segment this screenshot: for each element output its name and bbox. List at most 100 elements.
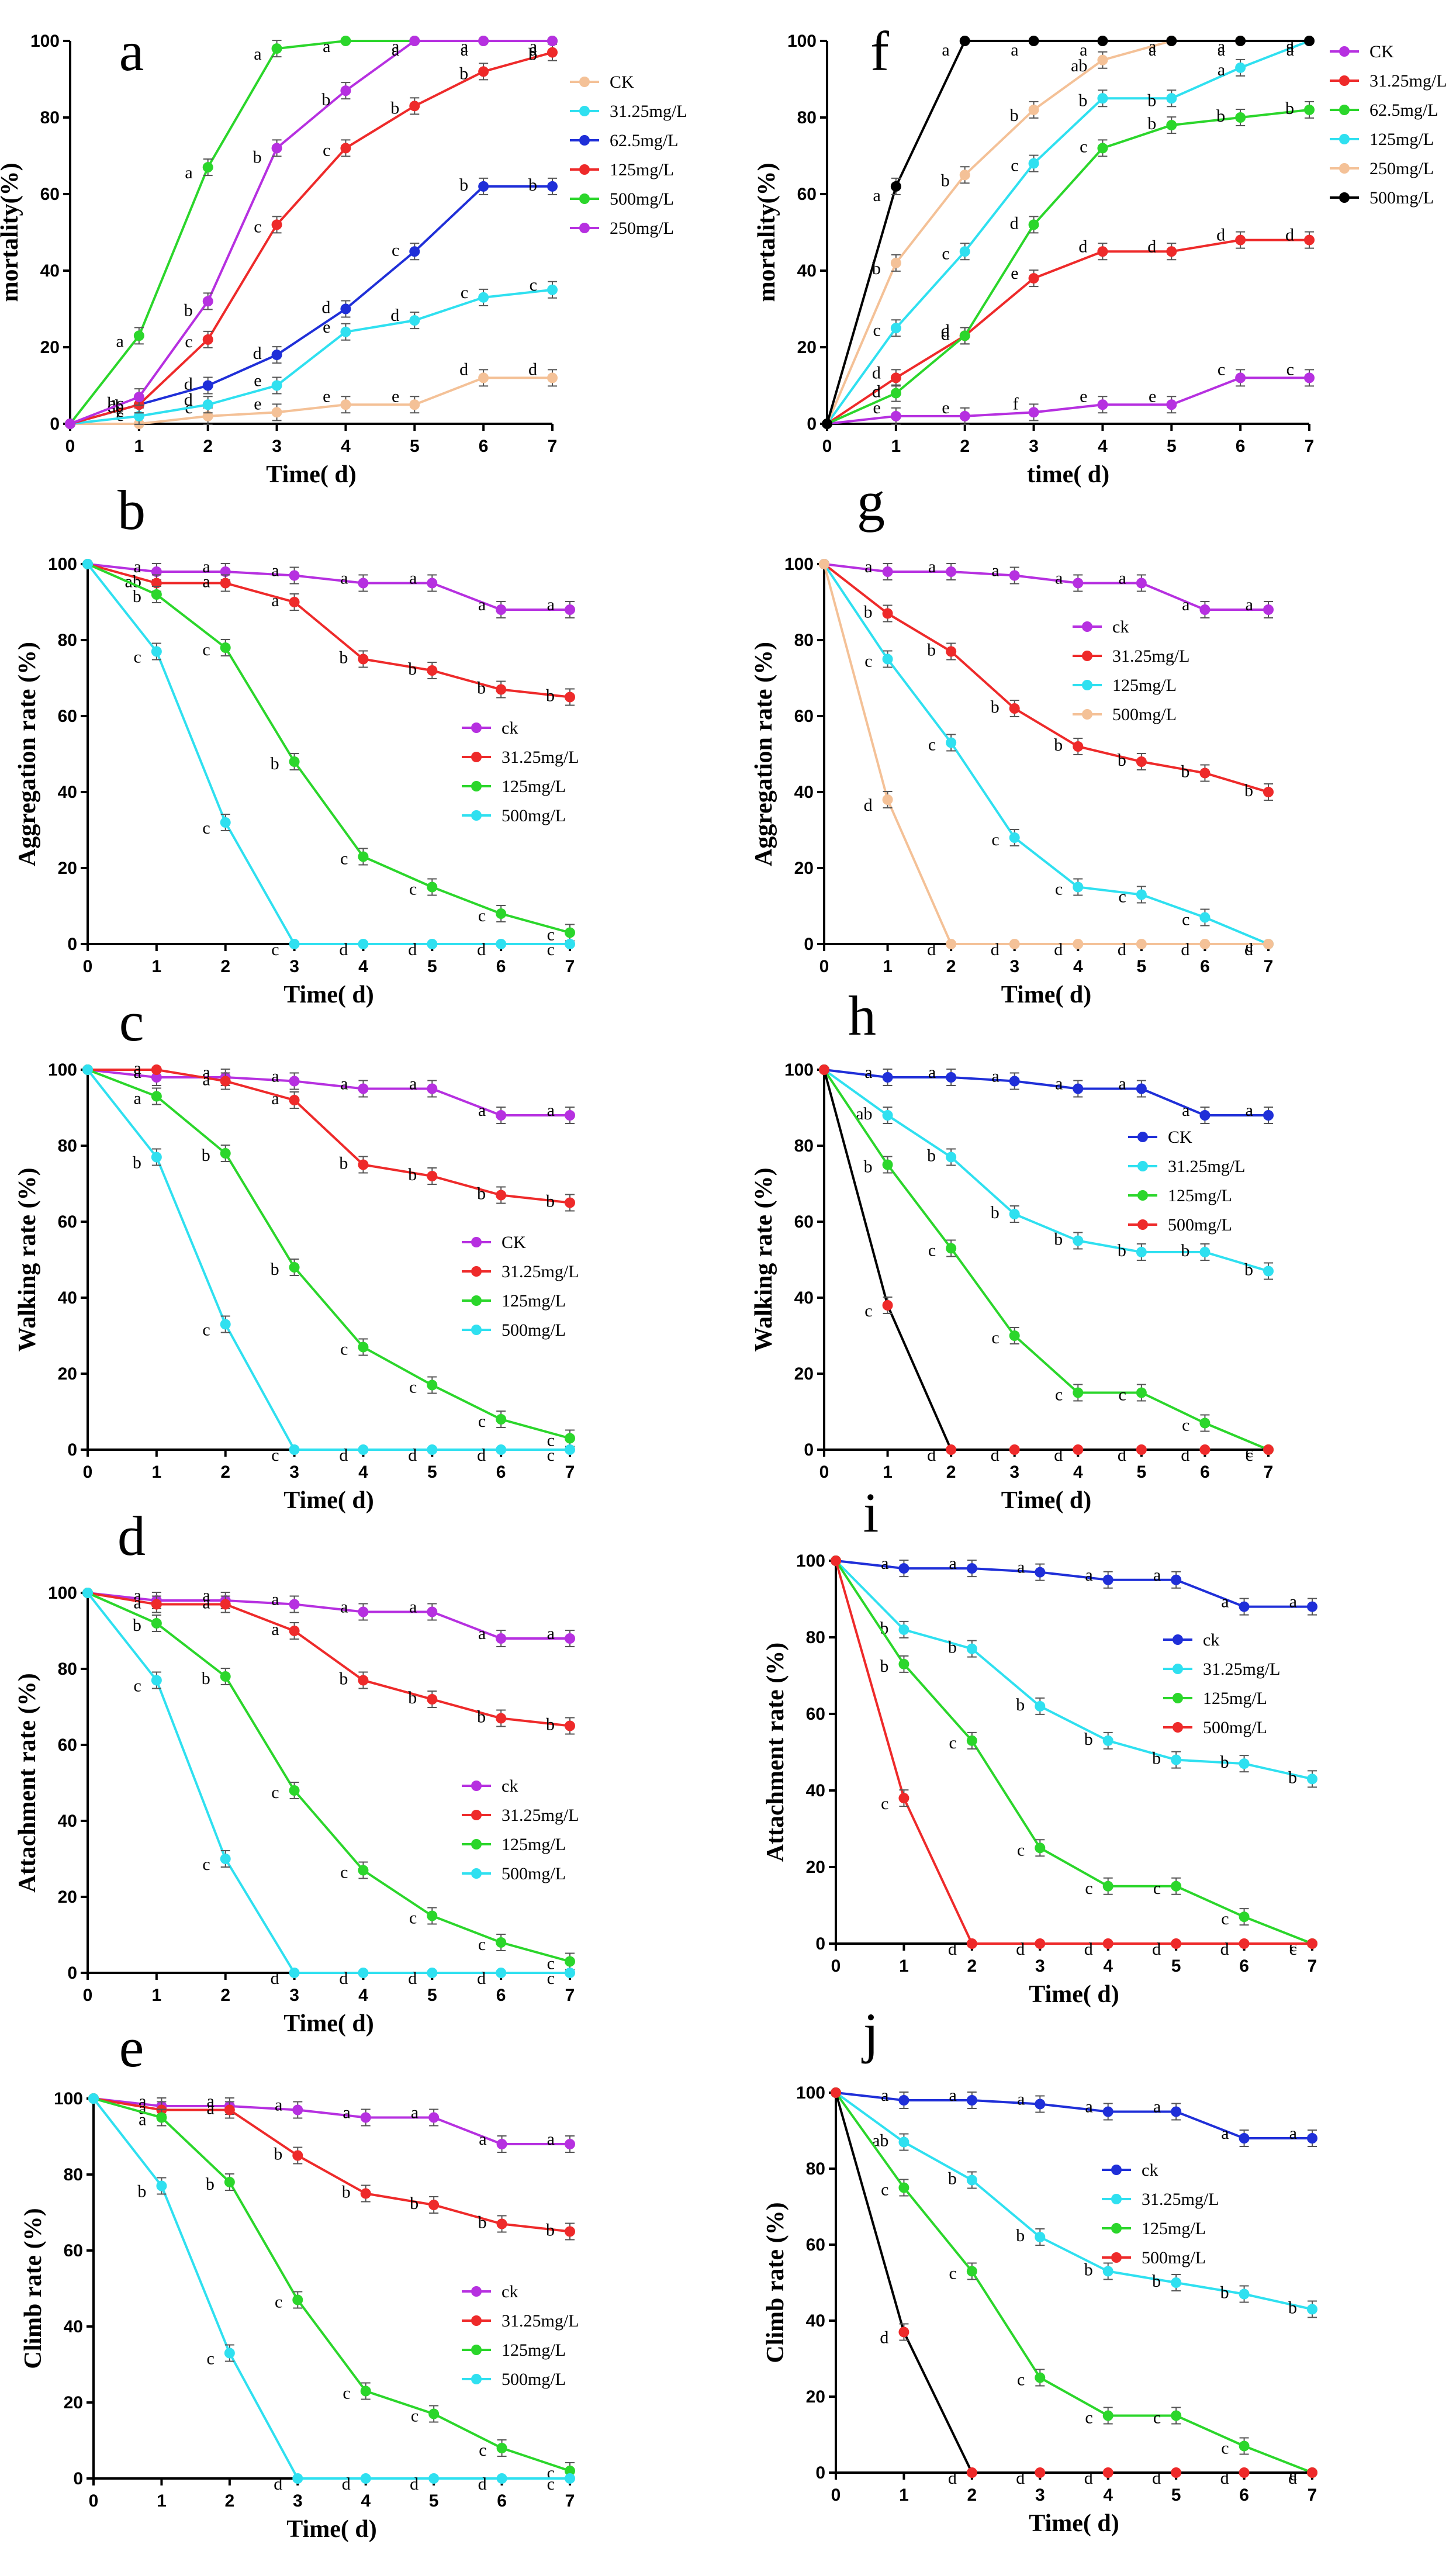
- significance-label: e: [1080, 386, 1087, 406]
- x-tick-label: 7: [565, 957, 575, 976]
- data-point: [478, 181, 489, 192]
- data-point: [496, 908, 507, 919]
- data-point: [1136, 756, 1147, 767]
- data-point: [898, 2095, 909, 2106]
- data-point: [133, 410, 144, 421]
- legend-marker: [579, 223, 590, 233]
- data-point: [1304, 234, 1315, 246]
- significance-label: b: [1084, 2260, 1093, 2280]
- y-axis-title: Walking rate (%): [751, 1168, 777, 1352]
- legend-label: 500mg/L: [1203, 1718, 1267, 1737]
- data-point: [1239, 2440, 1250, 2452]
- data-point: [427, 1968, 438, 1978]
- y-tick-label: 40: [64, 2317, 83, 2336]
- significance-label: c: [1182, 910, 1189, 929]
- data-point: [1035, 2099, 1046, 2110]
- legend-marker: [471, 2345, 482, 2355]
- significance-label: c: [461, 283, 468, 302]
- legend-label: 125mg/L: [1112, 676, 1177, 695]
- legend-marker: [1173, 1693, 1183, 1703]
- y-tick-label: 100: [796, 2083, 825, 2103]
- significance-label: a: [139, 2110, 146, 2129]
- significance-label: d: [459, 359, 468, 379]
- y-tick-label: 0: [815, 1934, 825, 1954]
- data-point: [1102, 1938, 1113, 1949]
- significance-label: b: [948, 2169, 957, 2189]
- data-point: [65, 419, 75, 429]
- data-point: [358, 939, 369, 949]
- data-point: [1235, 36, 1246, 46]
- series-line: [823, 1069, 1269, 1451]
- significance-label: b: [991, 1203, 1000, 1222]
- significance-label: a: [1153, 2097, 1161, 2117]
- data-point: [1073, 1083, 1084, 1094]
- data-point: [1102, 2410, 1113, 2421]
- x-tick-label: 0: [831, 2485, 841, 2505]
- data-point: [289, 939, 300, 949]
- y-tick-label: 100: [784, 1060, 814, 1080]
- data-point: [1035, 2232, 1046, 2242]
- significance-label: a: [479, 2129, 486, 2149]
- significance-label: b: [459, 175, 468, 195]
- significance-label: d: [408, 1446, 417, 1465]
- data-point: [1028, 273, 1039, 284]
- x-axis-title: Time( d): [1001, 1487, 1091, 1514]
- legend-label: 31.25mg/L: [1112, 647, 1190, 666]
- data-point: [547, 284, 558, 295]
- significance-label: b: [339, 1154, 348, 1173]
- data-point: [966, 1643, 977, 1654]
- x-tick-label: 4: [1073, 1463, 1083, 1482]
- significance-label: d: [991, 1446, 1000, 1465]
- data-point: [151, 1064, 162, 1075]
- data-point: [1136, 578, 1147, 589]
- y-tick-label: 0: [50, 414, 60, 434]
- panel-letter: f: [870, 20, 889, 82]
- significance-label: a: [1119, 1074, 1126, 1094]
- y-tick-label: 60: [40, 185, 60, 204]
- significance-label: a: [134, 1593, 141, 1613]
- series-31.25mg/L: b b b b b b b 31.25mg/L: [819, 559, 1274, 801]
- legend-label: ck: [502, 1776, 518, 1796]
- significance-label: c: [478, 906, 486, 925]
- y-tick-label: 0: [807, 414, 817, 434]
- data-point: [1307, 2133, 1317, 2144]
- data-point: [358, 1675, 369, 1686]
- legend-marker: [471, 1295, 482, 1306]
- significance-label: a: [1055, 569, 1063, 588]
- data-point: [1009, 939, 1020, 949]
- data-point: [427, 1171, 438, 1181]
- data-point: [1035, 1700, 1046, 1712]
- significance-label: a: [340, 1074, 348, 1094]
- significance-label: b: [133, 1616, 141, 1635]
- data-point: [1136, 1247, 1147, 1257]
- significance-label: a: [991, 561, 999, 580]
- legend-marker: [1339, 46, 1350, 57]
- significance-label: a: [530, 40, 537, 60]
- y-tick-label: 60: [58, 1212, 77, 1232]
- significance-label: b: [137, 2182, 146, 2201]
- data-point: [898, 1624, 909, 1635]
- data-point: [156, 2112, 167, 2123]
- x-axis-title: Time( d): [1001, 981, 1091, 1008]
- data-point: [1035, 2467, 1046, 2478]
- data-point: [1136, 1387, 1147, 1398]
- significance-label: d: [941, 321, 950, 340]
- significance-label: b: [1016, 1695, 1025, 1714]
- data-point: [1028, 219, 1039, 230]
- significance-label: c: [1221, 2439, 1229, 2458]
- significance-label: a: [547, 1624, 555, 1643]
- significance-label: a: [547, 595, 555, 614]
- significance-label: b: [991, 697, 1000, 717]
- significance-label: a: [928, 557, 936, 576]
- data-point: [565, 604, 575, 615]
- significance-label: b: [184, 300, 193, 320]
- series-125mg/L: b b c c c c c 125mg/L: [82, 1588, 575, 1973]
- y-tick-label: 20: [794, 859, 814, 878]
- x-tick-label: 0: [65, 437, 75, 456]
- data-point: [1028, 36, 1039, 46]
- data-point: [409, 36, 420, 46]
- significance-label: d: [477, 940, 486, 959]
- x-tick-label: 1: [152, 1986, 162, 2005]
